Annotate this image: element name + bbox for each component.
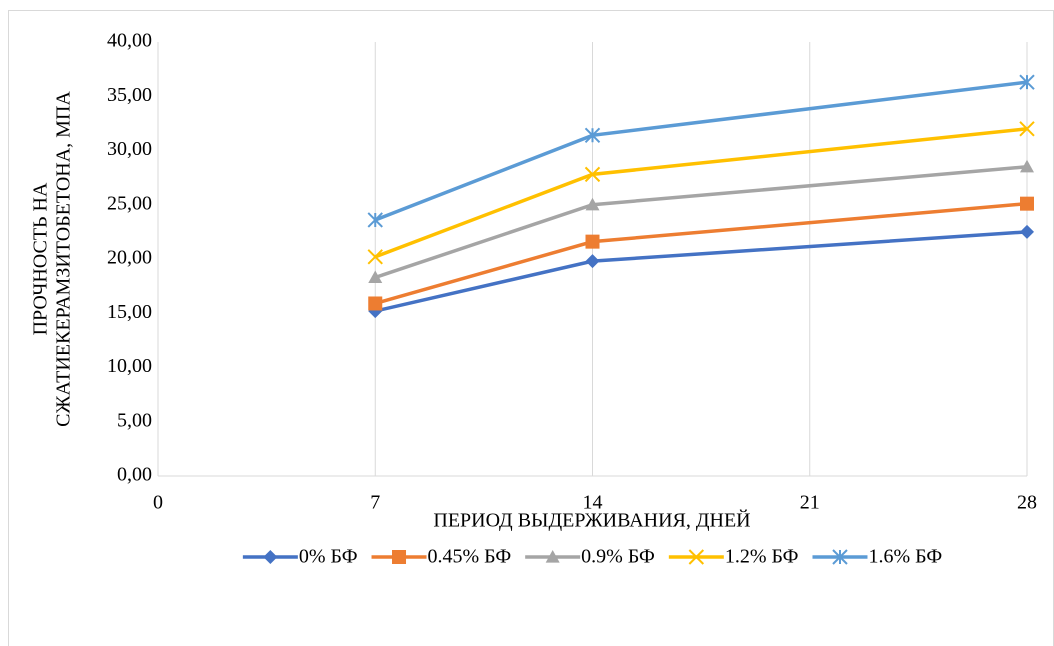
marker [1019,74,1035,90]
marker [688,549,705,565]
marker [832,549,848,565]
legend-label: 1.2% БФ [725,546,799,568]
y-tick-label: 25,00 [107,192,152,214]
marker [1020,159,1034,173]
y-tick-label: 40,00 [107,30,152,52]
marker [585,234,600,249]
legend: 0% БФ 0.45% БФ 0.9% БФ 1.2% БФ 1.6% БФ [242,546,942,568]
y-axis-label: СЖАТИЕКЕРАМЗИТОБЕТОНА, МПА [53,91,75,427]
y-tick-label: 10,00 [107,355,152,377]
marker [368,270,383,284]
marker [263,550,278,564]
marker [585,254,600,269]
legend-label: 0.45% БФ [428,546,512,568]
y-axis-label: ПРОЧНОСТЬ НА [30,182,52,335]
marker [367,212,383,228]
legend-label: 1.6% БФ [868,546,942,568]
marker [368,296,383,311]
legend-label: 0% БФ [299,546,358,568]
x-tick-label: 21 [800,492,820,514]
marker [1020,224,1034,239]
marker [584,166,601,183]
x-tick-label: 0 [153,492,163,514]
x-tick-label: 7 [370,492,380,514]
marker [584,127,601,144]
marker [367,249,383,265]
series-line [374,80,1028,222]
y-tick-label: 5,00 [117,409,152,431]
marker [1019,121,1035,137]
x-tick-label: 28 [1017,492,1037,514]
marker [1020,196,1034,211]
marker [392,550,407,564]
marker [585,197,600,211]
y-tick-label: 35,00 [107,84,152,106]
y-tick-label: 0,00 [117,464,152,486]
legend-label: 0.9% БФ [581,546,655,568]
x-tick-label: 14 [583,492,603,514]
y-tick-label: 20,00 [107,247,152,269]
y-tick-label: 15,00 [107,301,152,323]
marker [545,550,560,563]
y-tick-label: 30,00 [107,138,152,160]
x-axis-label: ПЕРИОД ВЫДЕРЖИВАНИЯ, ДНЕЙ [433,509,750,532]
